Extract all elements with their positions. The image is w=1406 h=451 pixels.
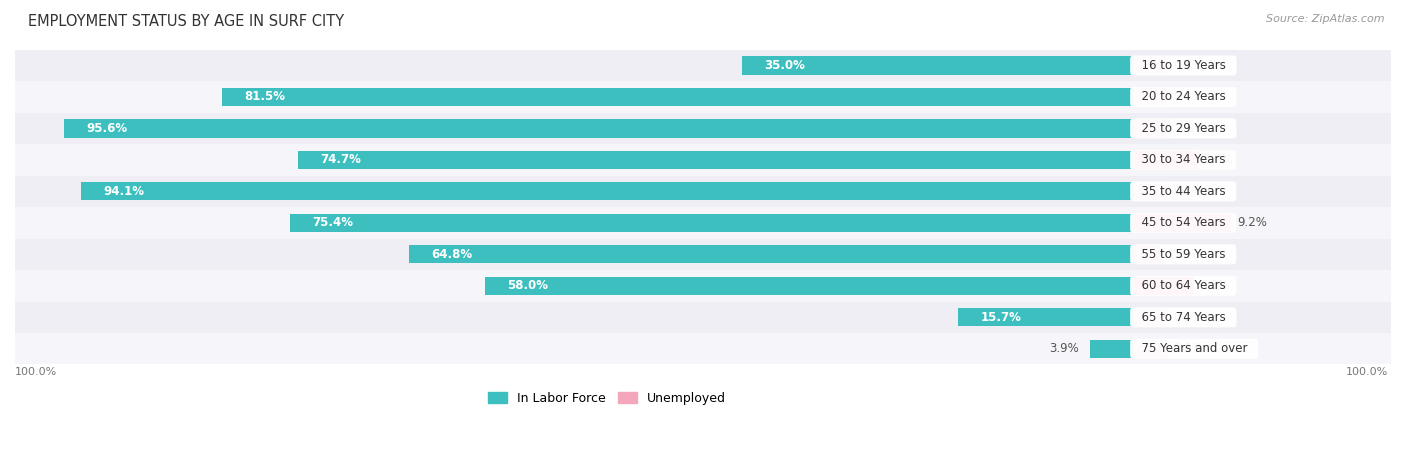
Bar [15,144,1391,175]
Bar [15,333,1391,364]
Bar [1090,340,1133,358]
Text: EMPLOYMENT STATUS BY AGE IN SURF CITY: EMPLOYMENT STATUS BY AGE IN SURF CITY [28,14,344,28]
Bar [1133,88,1167,106]
Text: 45 to 54 Years: 45 to 54 Years [1133,216,1233,229]
Bar [1133,245,1161,263]
Bar [1133,308,1167,327]
Text: 35.0%: 35.0% [765,59,806,72]
Bar [290,214,1133,232]
Bar [409,245,1133,263]
Bar [82,182,1133,201]
Text: 74.7%: 74.7% [321,153,361,166]
Bar [15,270,1391,302]
Text: 0.0%: 0.0% [1173,185,1202,198]
Bar [1133,340,1167,358]
Text: 1.8%: 1.8% [1167,248,1197,261]
Bar [65,119,1133,138]
Bar [15,239,1391,270]
Bar [15,302,1391,333]
Text: 75 Years and over: 75 Years and over [1133,342,1254,355]
Text: 30 to 34 Years: 30 to 34 Years [1133,153,1233,166]
Text: 25 to 29 Years: 25 to 29 Years [1133,122,1233,135]
Bar [222,88,1133,106]
Text: 58.0%: 58.0% [508,279,548,292]
Bar [15,207,1391,239]
Text: 5.3%: 5.3% [1199,279,1229,292]
Text: 2.8%: 2.8% [1175,122,1206,135]
Bar [1133,276,1194,295]
Text: 0.0%: 0.0% [1173,342,1202,355]
Text: 81.5%: 81.5% [245,91,285,103]
Bar [1133,182,1167,201]
Legend: In Labor Force, Unemployed: In Labor Force, Unemployed [482,387,731,410]
Text: 0.0%: 0.0% [1173,311,1202,324]
Bar [1133,151,1198,169]
Text: 0.0%: 0.0% [1173,91,1202,103]
Text: 100.0%: 100.0% [1346,367,1388,377]
Bar [742,56,1133,74]
Bar [298,151,1133,169]
Bar [15,175,1391,207]
Text: 0.0%: 0.0% [1173,59,1202,72]
Text: 5.7%: 5.7% [1204,153,1233,166]
Text: Source: ZipAtlas.com: Source: ZipAtlas.com [1267,14,1385,23]
Text: 16 to 19 Years: 16 to 19 Years [1133,59,1233,72]
Text: 3.9%: 3.9% [1049,342,1078,355]
Text: 94.1%: 94.1% [104,185,145,198]
Bar [15,50,1391,81]
Text: 9.2%: 9.2% [1237,216,1267,229]
Text: 60 to 64 Years: 60 to 64 Years [1133,279,1233,292]
Text: 65 to 74 Years: 65 to 74 Years [1133,311,1233,324]
Text: 64.8%: 64.8% [432,248,472,261]
Text: 95.6%: 95.6% [87,122,128,135]
Text: 75.4%: 75.4% [312,216,353,229]
Text: 20 to 24 Years: 20 to 24 Years [1133,91,1233,103]
Bar [485,276,1133,295]
Bar [957,308,1133,327]
Bar [15,113,1391,144]
Bar [15,81,1391,113]
Bar [1133,214,1232,232]
Text: 55 to 59 Years: 55 to 59 Years [1133,248,1233,261]
Bar [1133,119,1170,138]
Text: 15.7%: 15.7% [980,311,1021,324]
Text: 100.0%: 100.0% [15,367,58,377]
Bar [1133,56,1167,74]
Text: 35 to 44 Years: 35 to 44 Years [1133,185,1233,198]
